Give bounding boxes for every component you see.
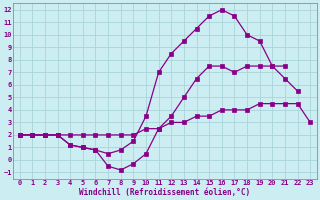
X-axis label: Windchill (Refroidissement éolien,°C): Windchill (Refroidissement éolien,°C) [79, 188, 251, 197]
